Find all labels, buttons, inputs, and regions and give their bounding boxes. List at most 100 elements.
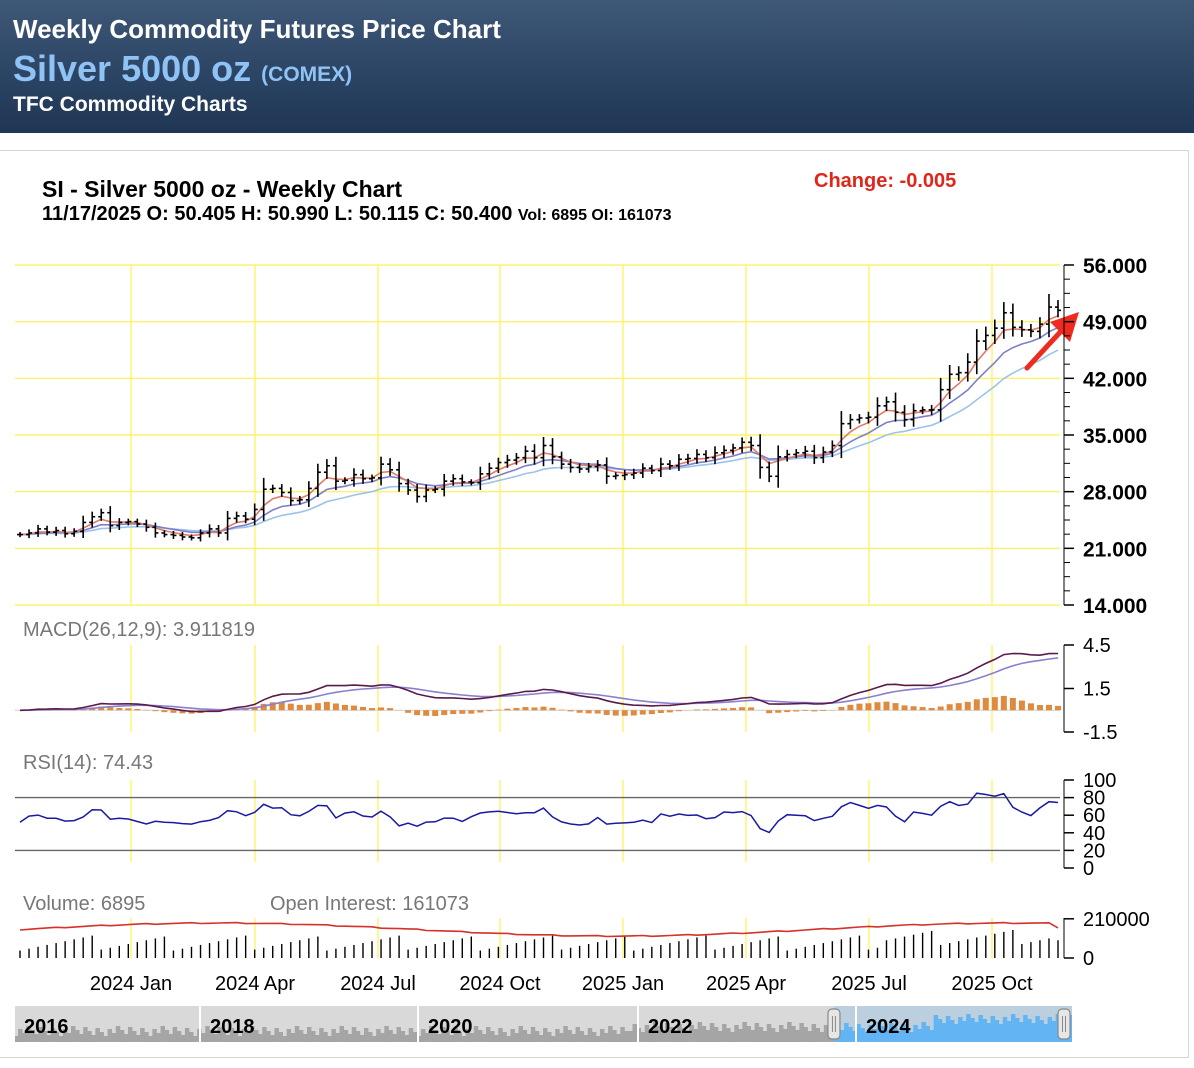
macd-histogram-bar bbox=[612, 710, 619, 716]
scroller-volume-bar bbox=[290, 1033, 296, 1042]
price-bar bbox=[224, 510, 231, 541]
price-bar bbox=[991, 319, 998, 345]
price-bar bbox=[766, 461, 773, 483]
scroller-volume-bar bbox=[612, 1030, 617, 1042]
price-bar bbox=[1027, 323, 1034, 338]
scroller-volume-bar bbox=[795, 1030, 800, 1042]
scroller-volume-bar bbox=[534, 1031, 540, 1042]
scroller-volume-bar bbox=[583, 1035, 589, 1042]
banner-source: TFC Commodity Charts bbox=[13, 93, 248, 116]
price-tick-label: 35.000 bbox=[1083, 425, 1147, 448]
scroller-volume-bar bbox=[620, 1027, 625, 1042]
x-tick-label: 2025 Jul bbox=[831, 973, 907, 995]
scroller-volume-bar bbox=[298, 1030, 304, 1042]
macd-tick-label: 4.5 bbox=[1083, 635, 1111, 657]
scroller-volume-bar bbox=[449, 1035, 454, 1042]
scroller-volume-bar bbox=[1010, 1014, 1016, 1042]
scroller-volume-bar bbox=[819, 1032, 825, 1042]
scroller-volume-bar bbox=[404, 1035, 410, 1042]
price-bar bbox=[576, 463, 583, 473]
scroller-volume-bar bbox=[522, 1030, 528, 1042]
price-bar bbox=[323, 459, 330, 479]
scroller-volume-bar bbox=[551, 1036, 556, 1042]
scroller-volume-bar bbox=[1051, 1021, 1057, 1042]
price-bar bbox=[296, 495, 303, 505]
scroller-handle-left[interactable] bbox=[827, 1008, 841, 1040]
macd-histogram-bar bbox=[937, 706, 944, 711]
scroller-volume-bar bbox=[400, 1031, 406, 1042]
scroller-volume-bar bbox=[156, 1033, 161, 1042]
scroller-volume-bar bbox=[990, 1016, 996, 1042]
macd-histogram-bar bbox=[567, 710, 574, 712]
macd-histogram-bar bbox=[847, 704, 854, 711]
scroller-volume-bar bbox=[872, 1029, 878, 1042]
macd-histogram-bar bbox=[1036, 705, 1043, 711]
scroller-volume-bar bbox=[575, 1027, 581, 1042]
price-bar bbox=[215, 524, 222, 537]
price-bar bbox=[387, 458, 394, 476]
scroller-volume-bar bbox=[624, 1031, 629, 1042]
scroller-volume-bar bbox=[905, 1028, 910, 1042]
price-bar bbox=[1009, 303, 1016, 337]
scroller-volume-bar bbox=[1006, 1021, 1012, 1042]
scroller-volume-bar bbox=[640, 1032, 646, 1042]
scroller-volume-bar bbox=[127, 1027, 133, 1042]
scroller-volume-bar bbox=[429, 1026, 434, 1042]
macd-panel: MACD(26,12,9): 3.911819 4.5 1.5 -1.5 bbox=[15, 619, 1117, 744]
macd-histogram-bar bbox=[901, 705, 908, 711]
scroller-volume-bar bbox=[966, 1014, 971, 1042]
macd-histogram-bar bbox=[152, 710, 159, 712]
scroller-volume-bar bbox=[180, 1035, 186, 1042]
macd-histogram-bar bbox=[1045, 704, 1052, 711]
scroller-volume-bar bbox=[83, 1027, 88, 1042]
date-range-scroller[interactable]: 2016 2018 2020 2022 2024 bbox=[13, 1006, 1073, 1042]
scroller-volume-bar bbox=[315, 1035, 320, 1042]
macd-histogram-bar bbox=[991, 697, 998, 711]
volume-panel: Volume: 6895 Open Interest: 161073 210000 0 bbox=[19, 893, 1150, 970]
price-bar bbox=[612, 472, 619, 480]
scroller-volume-bar bbox=[791, 1026, 796, 1042]
scroller-volume-bar bbox=[807, 1031, 812, 1042]
macd-histogram-bar bbox=[477, 710, 484, 713]
scroller-volume-bar bbox=[79, 1034, 84, 1042]
price-bar bbox=[820, 446, 827, 464]
scroller-year-label: 2018 bbox=[210, 1016, 255, 1038]
scroller-volume-bar bbox=[949, 1020, 955, 1042]
macd-histogram-bar bbox=[495, 709, 502, 711]
price-bar bbox=[648, 464, 655, 474]
scroller-volume-bar bbox=[331, 1029, 336, 1042]
scroller-volume-bar bbox=[738, 1029, 743, 1042]
macd-histogram-bar bbox=[332, 703, 339, 711]
price-tick-label: 28.000 bbox=[1083, 482, 1147, 505]
ma-long-line bbox=[19, 349, 1059, 536]
macd-histogram-bar bbox=[549, 707, 556, 711]
macd-histogram-bar bbox=[1018, 700, 1025, 711]
scroller-volume-bar bbox=[274, 1028, 279, 1042]
scroller-volume-bar bbox=[408, 1028, 414, 1042]
price-bar bbox=[621, 470, 628, 481]
price-bar bbox=[549, 438, 556, 465]
rsi-tick-label: 40 bbox=[1083, 823, 1105, 845]
scroller-volume-bar bbox=[38, 1027, 43, 1042]
macd-histogram-bar bbox=[134, 708, 141, 711]
scroller-volume-bar bbox=[148, 1036, 153, 1042]
macd-histogram-bar bbox=[621, 710, 628, 716]
price-bar bbox=[143, 519, 150, 532]
scroller-volume-bar bbox=[925, 1026, 930, 1042]
price-tick-label: 14.000 bbox=[1083, 595, 1147, 618]
scroller-volume-bar bbox=[184, 1028, 190, 1042]
scroller-volume-bar bbox=[107, 1029, 113, 1042]
price-bar bbox=[1055, 300, 1061, 318]
scroller-handle-right[interactable] bbox=[1057, 1008, 1071, 1040]
ma-mid-line bbox=[19, 326, 1059, 536]
price-bar bbox=[730, 443, 737, 455]
macd-tick-label: 1.5 bbox=[1083, 679, 1111, 701]
scroller-volume-bar bbox=[1027, 1019, 1032, 1042]
price-bar bbox=[675, 454, 682, 471]
volume-label: Volume: 6895 bbox=[23, 893, 145, 915]
scroller-volume-bar bbox=[75, 1030, 80, 1042]
scroller-volume-bar bbox=[339, 1026, 345, 1042]
macd-histogram-bar bbox=[359, 706, 366, 711]
price-tick-label: 56.000 bbox=[1083, 255, 1147, 278]
scroller-volume-bar bbox=[559, 1033, 564, 1042]
